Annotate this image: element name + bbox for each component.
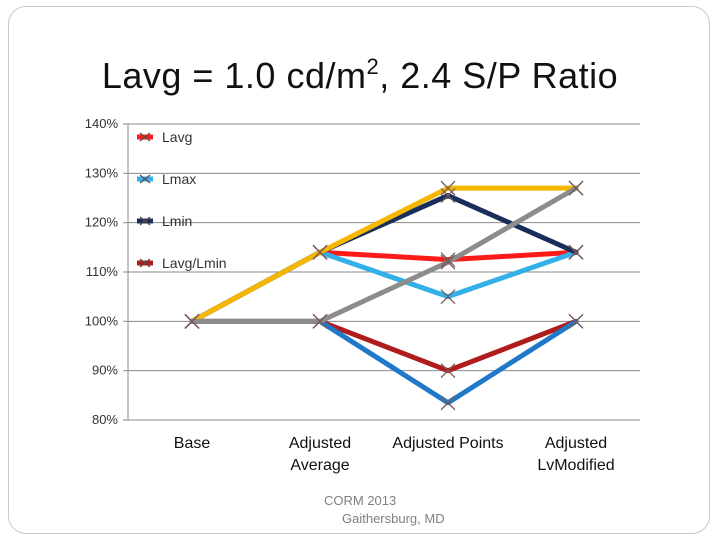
title-main: Lavg = 1.0 cd/m	[101, 55, 367, 96]
x-tick-label-3: Adjusted Points	[392, 435, 503, 452]
y-tick-label-100: 100%	[85, 313, 119, 328]
series-line-extra-5	[189, 185, 579, 324]
marker-extra-6-4	[568, 180, 584, 196]
marker-extra-4-3	[440, 395, 456, 411]
series-line-lmax	[189, 249, 579, 324]
marker-lavg-lmin-3	[440, 363, 456, 379]
legend-label-lavg: Lavg	[162, 129, 192, 145]
y-tick-label-140: 140%	[85, 116, 119, 131]
legend-label-lmax: Lmax	[162, 171, 196, 187]
footer-conference: CORM 2013	[324, 493, 397, 508]
slide-frame	[8, 6, 710, 534]
series-line-extra-6	[189, 185, 579, 324]
x-tick-label-2: Adjusted Average	[289, 435, 351, 474]
marker-lavg-3	[440, 252, 456, 268]
footer-location: Gaithersburg, MD	[342, 511, 445, 526]
series-line-extra-4	[189, 318, 579, 406]
x-tick-label-1: Base	[174, 435, 211, 452]
marker-extra-6-2	[312, 313, 328, 329]
marker-extra-6-3	[440, 254, 456, 270]
marker-lmin-3	[440, 188, 456, 203]
marker-extra-6-1	[184, 313, 200, 329]
marker-extra-4-4	[568, 313, 584, 329]
marker-lmin-4	[568, 244, 584, 260]
marker-extra-5-3	[440, 180, 456, 196]
title-suffix: , 2.4 S/P Ratio	[379, 55, 619, 96]
legend-label-lmin: Lmin	[162, 213, 192, 229]
y-tick-label-120: 120%	[85, 215, 119, 230]
marker-lmax-3	[440, 289, 456, 305]
slide-footer: CORM 2013 Gaithersburg, MD	[290, 492, 490, 528]
y-tick-label-130: 130%	[85, 165, 119, 180]
title-superscript: 2	[366, 54, 380, 79]
legend-label-lavg-lmin: Lavg/Lmin	[162, 255, 227, 271]
y-tick-label-90: 90%	[92, 363, 118, 378]
legend-marker-lmin	[139, 216, 151, 226]
legend-marker-lmax	[139, 174, 151, 184]
slide-title: Lavg = 1.0 cd/m2, 2.4 S/P Ratio	[0, 54, 720, 97]
legend-marker-lavg-lmin	[139, 258, 151, 268]
series-line-lavg	[189, 249, 579, 324]
x-tick-label-4: Adjusted LvModified	[537, 435, 614, 474]
y-tick-label-110: 110%	[86, 264, 119, 279]
legend-marker-lavg	[139, 132, 151, 142]
y-tick-label-80: 80%	[92, 412, 118, 427]
marker-extra-5-2	[312, 244, 328, 260]
